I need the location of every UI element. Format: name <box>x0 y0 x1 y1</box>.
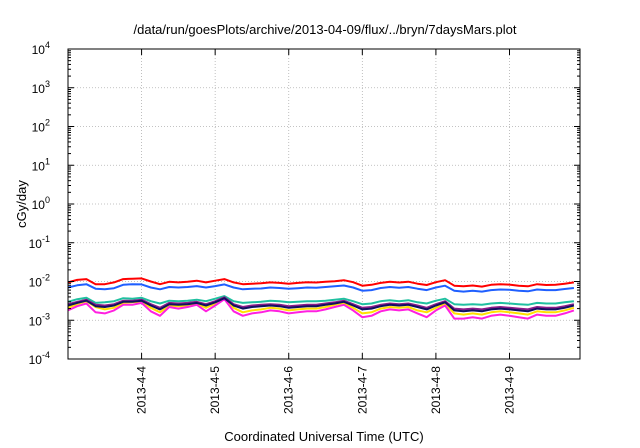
series-line-6 <box>67 296 575 311</box>
y-tick-label: 104 <box>32 40 50 57</box>
series-line-5 <box>67 298 575 320</box>
y-tick-label: 103 <box>32 79 50 96</box>
y-tick-label: 10-2 <box>29 273 50 290</box>
x-tick-label: 2013-4-4 <box>135 366 149 414</box>
series-line-7 <box>67 297 575 313</box>
x-tick-label: 2013-4-9 <box>502 366 516 414</box>
x-tick-label: 2013-4-7 <box>355 366 369 414</box>
x-tick-label: 2013-4-8 <box>429 366 443 414</box>
x-axis: 2013-4-4 2013-4-5 2013-4-6 2013-4-7 2013-4-8… <box>135 49 516 414</box>
x-axis-title: Coordinated Universal Time (UTC) <box>224 429 423 444</box>
chart-series-group <box>67 277 575 320</box>
x-tick-label: 2013-4-6 <box>282 366 296 414</box>
y-tick-label: 101 <box>32 156 50 173</box>
series-line-3 <box>67 295 575 306</box>
y-tick-label: 10-3 <box>29 311 50 328</box>
y-tick-label: 102 <box>32 118 50 135</box>
series-line-4 <box>67 297 575 316</box>
chart-title: /data/run/goesPlots/archive/2013-04-09/f… <box>134 22 517 37</box>
x-tick-label: 2013-4-5 <box>208 366 222 414</box>
series-line-2 <box>67 283 575 293</box>
y-tick-label: 100 <box>32 195 50 212</box>
y-tick-label: 10-4 <box>29 350 50 367</box>
y-tick-label: 10-1 <box>29 234 50 251</box>
y-axis: 10-4 10-3 10-2 10-1 100 101 102 103 104 <box>29 40 580 367</box>
series-line-1 <box>67 277 575 288</box>
y-axis-title: cGy/day <box>14 180 29 228</box>
